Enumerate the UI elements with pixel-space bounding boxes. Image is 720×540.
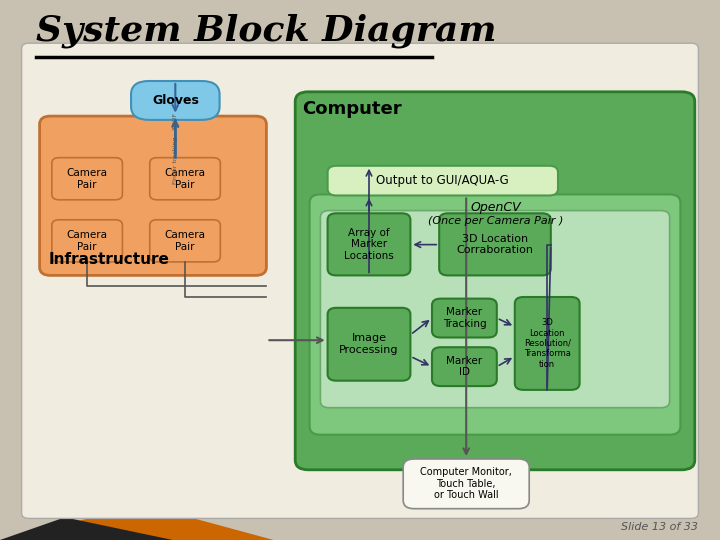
Text: Output to GUI/AQUA-G: Output to GUI/AQUA-G: [377, 174, 509, 187]
Polygon shape: [0, 517, 173, 540]
Text: System Block Diagram: System Block Diagram: [36, 14, 497, 48]
Text: Infrastructure: Infrastructure: [49, 252, 170, 267]
Text: Image
Processing: Image Processing: [339, 333, 399, 355]
FancyBboxPatch shape: [328, 166, 558, 195]
FancyBboxPatch shape: [131, 81, 220, 120]
Polygon shape: [0, 505, 274, 540]
Text: Camera
Pair: Camera Pair: [165, 230, 205, 252]
Text: Camera
Pair: Camera Pair: [67, 230, 107, 252]
FancyBboxPatch shape: [52, 158, 122, 200]
FancyBboxPatch shape: [150, 158, 220, 200]
Text: Camera
Pair: Camera Pair: [165, 168, 205, 190]
FancyBboxPatch shape: [310, 194, 680, 435]
FancyBboxPatch shape: [439, 213, 551, 275]
Text: Marker
ID: Marker ID: [446, 356, 482, 377]
FancyBboxPatch shape: [52, 220, 122, 262]
FancyBboxPatch shape: [150, 220, 220, 262]
FancyBboxPatch shape: [22, 43, 698, 518]
Text: Camera
Pair: Camera Pair: [67, 168, 107, 190]
Text: Computer: Computer: [302, 100, 402, 118]
Text: 3D
Location
Resolution/
Transforma
tion: 3D Location Resolution/ Transforma tion: [523, 318, 571, 369]
Text: Finger tracking - 3DOF: Finger tracking - 3DOF: [173, 113, 178, 184]
FancyBboxPatch shape: [515, 297, 580, 390]
Text: Slide 13 of 33: Slide 13 of 33: [621, 522, 698, 532]
Text: Gloves: Gloves: [152, 94, 199, 107]
Text: (Once per Camera Pair ): (Once per Camera Pair ): [428, 216, 563, 226]
Text: Array of
Marker
Locations: Array of Marker Locations: [344, 228, 394, 261]
FancyBboxPatch shape: [328, 213, 410, 275]
Text: Marker
Tracking: Marker Tracking: [443, 307, 486, 329]
FancyBboxPatch shape: [432, 299, 497, 338]
Text: OpenCV: OpenCV: [470, 201, 521, 214]
Text: Computer Monitor,
Touch Table,
or Touch Wall: Computer Monitor, Touch Table, or Touch …: [420, 467, 512, 501]
FancyBboxPatch shape: [295, 92, 695, 470]
FancyBboxPatch shape: [320, 211, 670, 408]
Text: 3D Location
Corraboration: 3D Location Corraboration: [456, 233, 534, 255]
FancyBboxPatch shape: [432, 347, 497, 386]
FancyBboxPatch shape: [403, 459, 529, 509]
FancyBboxPatch shape: [328, 308, 410, 381]
FancyBboxPatch shape: [40, 116, 266, 275]
